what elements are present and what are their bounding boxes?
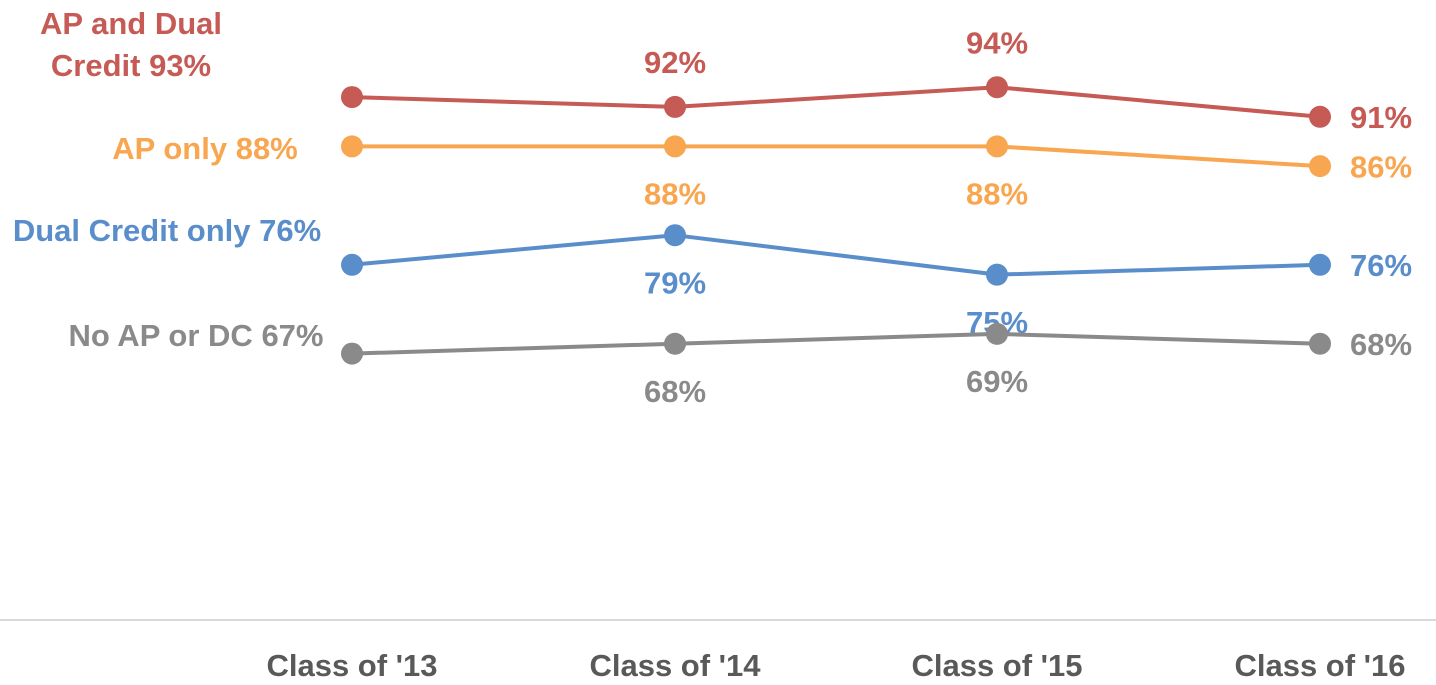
point [986,135,1008,158]
data-label: 68% [1350,327,1412,362]
data-label: 69% [966,364,1028,399]
x-tick-label: Class of '13 [266,648,437,683]
point [1309,155,1331,178]
series-name: No AP or DC [68,318,253,353]
point [341,135,363,158]
x-tick-label: Class of '14 [589,648,761,683]
x-tick-label: Class of '15 [911,648,1082,683]
data-label: 91% [1350,100,1412,135]
data-label: 93% [149,48,212,83]
x-tick-label: Class of '16 [1234,648,1405,683]
data-label: 88% [235,131,298,166]
point [341,342,363,365]
line [352,144,1321,169]
series-label: Dual Credit only 76% [0,210,334,252]
point [664,332,686,355]
point [664,224,686,247]
data-label: 79% [644,265,706,300]
point [1309,332,1331,355]
data-label: 68% [644,374,706,409]
series-label: No AP or DC 67% [60,315,332,357]
series-name: Dual Credit only [12,213,251,248]
line [351,85,1321,119]
point [986,263,1008,286]
point [664,135,686,158]
point [1309,105,1331,128]
point [1309,253,1331,276]
point [986,76,1008,99]
line [351,233,1321,277]
data-label: 88% [966,177,1028,212]
data-label: 76% [1350,248,1412,283]
data-label: 76% [259,213,322,248]
data-label: 86% [1350,149,1412,184]
data-label: 88% [644,177,706,212]
data-label: 67% [261,318,324,353]
series-label: AP and Dual Credit 93% [0,3,262,87]
line [351,331,1321,356]
series-name: AP only [112,131,228,166]
point [986,322,1008,345]
data-label: 92% [644,45,706,80]
point [341,86,363,109]
point [341,253,363,276]
series-name: AP and Dual Credit [39,6,223,83]
point [664,95,686,118]
data-label: 94% [966,25,1028,60]
series-label: AP only 88% [80,128,330,170]
